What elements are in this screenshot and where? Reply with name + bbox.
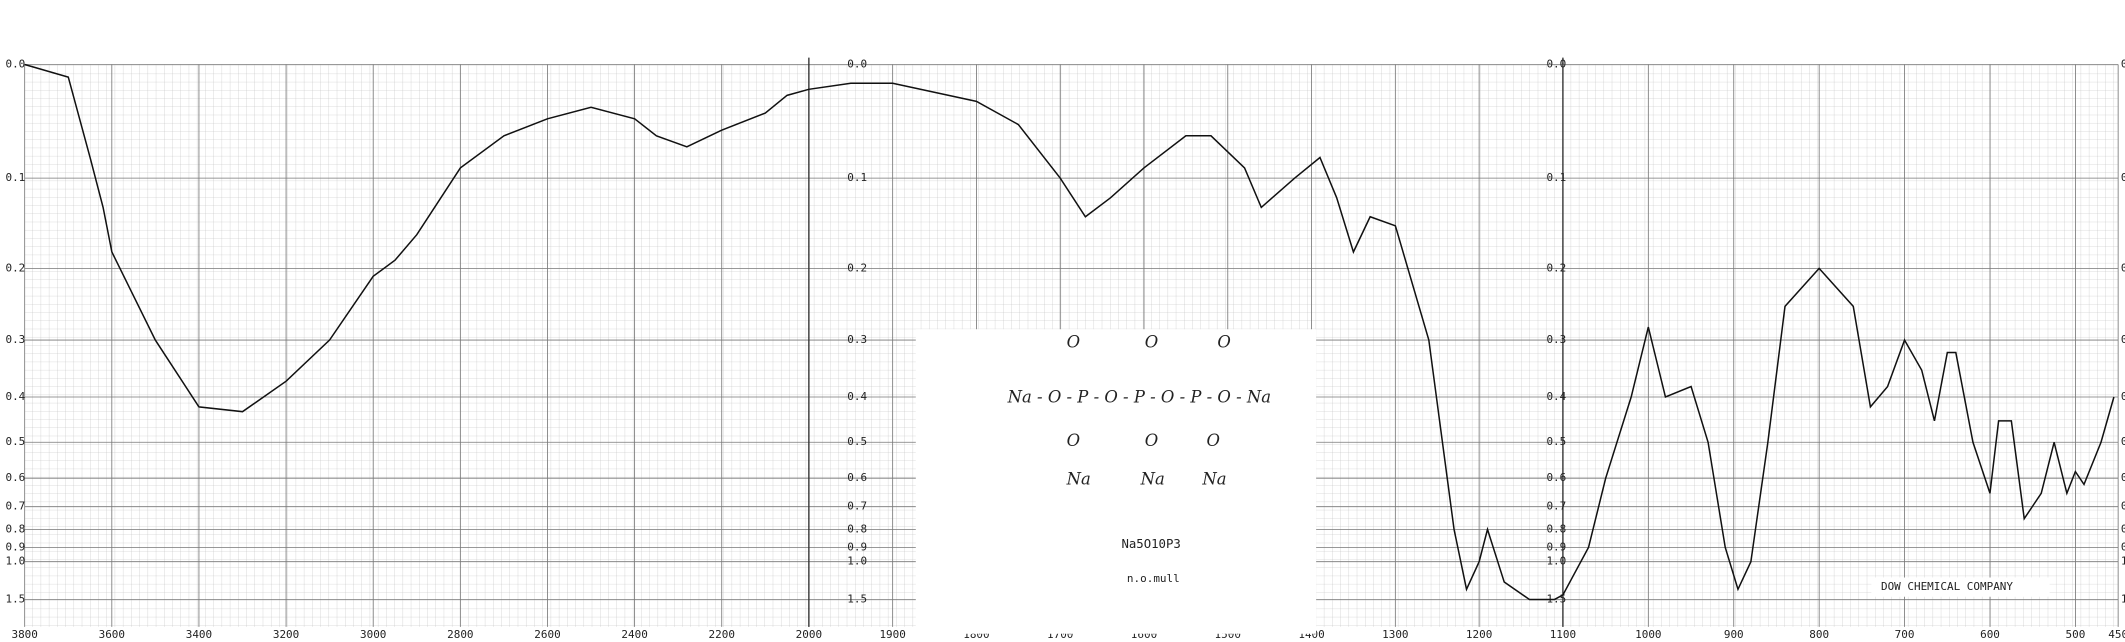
structure-top: O <box>1217 332 1231 351</box>
y-tick-label: 0.9 <box>5 540 25 553</box>
y-tick-label: 0.9 <box>2121 540 2125 553</box>
y-tick-label: 0.7 <box>5 500 25 513</box>
y-tick-label: 0.8 <box>5 522 25 535</box>
y-tick-label: 1.5 <box>5 592 25 605</box>
y-tick-label: 1.0 <box>1546 555 1566 568</box>
y-tick-label: 0.0 <box>5 57 25 70</box>
x-tick-label: 800 <box>1809 628 1829 641</box>
structure-sodium: Na <box>1066 470 1091 489</box>
y-tick-label: 1.0 <box>5 555 25 568</box>
y-tick-label: 0.4 <box>2121 390 2125 403</box>
y-tick-label: 1.0 <box>847 555 867 568</box>
y-tick-label: 0.3 <box>1546 333 1566 346</box>
x-tick-label: 3800 <box>11 628 37 641</box>
x-tick-label: 2000 <box>796 628 822 641</box>
y-tick-label: 0.2 <box>2121 261 2125 274</box>
y-tick-label: 0.1 <box>1546 171 1566 184</box>
y-tick-label: 0.6 <box>1546 471 1566 484</box>
y-tick-label: 0.1 <box>5 171 25 184</box>
source: DOW CHEMICAL COMPANY <box>1881 580 2013 593</box>
y-tick-label: 0.5 <box>847 435 867 448</box>
structure: O O O Na - O - P - O - P - O - P - O - N… <box>1007 332 1271 584</box>
structure-sodium: Na <box>1140 470 1165 489</box>
y-tick-label: 0.4 <box>5 390 25 403</box>
x-tick-label: 2200 <box>709 628 735 641</box>
y-tick-label: 0.3 <box>5 333 25 346</box>
y-tick-label: 0.7 <box>847 500 867 513</box>
x-tick-label: 1200 <box>1466 628 1492 641</box>
structure-bottom: O <box>1145 431 1159 450</box>
structure-bottom: O <box>1206 431 1220 450</box>
x-tick-label: 3400 <box>186 628 212 641</box>
x-tick-label: 600 <box>1980 628 2000 641</box>
y-tick-label: 0.0 <box>847 57 867 70</box>
x-tick-label: 1300 <box>1382 628 1408 641</box>
y-tick-label: 0.8 <box>1546 522 1566 535</box>
y-tick-label: 0.3 <box>2121 333 2125 346</box>
y-tick-label: 0.9 <box>1546 540 1566 553</box>
structure-sodium: Na <box>1201 470 1226 489</box>
x-tick-label: 2600 <box>534 628 560 641</box>
x-tick-label: 1000 <box>1635 628 1661 641</box>
x-tick-label: 700 <box>1895 628 1915 641</box>
y-tick-label: 0.1 <box>2121 171 2125 184</box>
y-tick-label: 0.7 <box>2121 500 2125 513</box>
y-tick-label: 0.8 <box>2121 522 2125 535</box>
y-tick-label: 0.6 <box>847 471 867 484</box>
y-tick-label: 0.2 <box>1546 261 1566 274</box>
y-tick-label: 0.5 <box>2121 435 2125 448</box>
y-tick-label: 0.2 <box>847 261 867 274</box>
formula: Na5O10P3 <box>1121 537 1180 551</box>
spectrum-line <box>24 63 2115 601</box>
y-tick-label: 0.1 <box>847 171 867 184</box>
y-tick-label: 0.4 <box>1546 390 1566 403</box>
y-tick-label: 0.8 <box>847 522 867 535</box>
source-box <box>1871 577 2050 597</box>
structure-box <box>915 329 1317 634</box>
x-tick-label: 2400 <box>621 628 647 641</box>
y-tick-label: 0.0 <box>2121 57 2125 70</box>
x-tick-label: 1100 <box>1550 628 1576 641</box>
x-tick-label: 3000 <box>360 628 386 641</box>
sample: n.o.mull <box>1127 572 1180 585</box>
y-tick-label: 0.7 <box>1546 500 1566 513</box>
structure-bottom: O <box>1067 431 1081 450</box>
y-tick-label: 0.0 <box>1546 57 1566 70</box>
y-tick-label: 0.6 <box>2121 471 2125 484</box>
y-tick-label: 0.5 <box>5 435 25 448</box>
y-tick-label: 1.5 <box>2121 592 2125 605</box>
x-tick-label: 3600 <box>99 628 125 641</box>
x-tick-label: 3200 <box>273 628 299 641</box>
structure-top: O <box>1145 332 1159 351</box>
x-tick-label: 500 <box>2066 628 2086 641</box>
x-tick-label: 900 <box>1724 628 1744 641</box>
structure-chain: Na - O - P - O - P - O - P - O - Na <box>1007 387 1271 406</box>
y-tick-label: 1.5 <box>847 592 867 605</box>
x-tick-label: 1900 <box>879 628 905 641</box>
structure-top: O <box>1067 332 1081 351</box>
y-tick-label: 0.2 <box>5 261 25 274</box>
x-tick-label: 2800 <box>447 628 473 641</box>
y-tick-label: 0.9 <box>847 540 867 553</box>
y-tick-label: 1.0 <box>2121 555 2125 568</box>
x-tick-label: 450 <box>2108 628 2125 641</box>
y-tick-label: 0.6 <box>5 471 25 484</box>
y-tick-label: 0.3 <box>847 333 867 346</box>
y-tick-label: 0.5 <box>1546 435 1566 448</box>
y-tick-label: 0.4 <box>847 390 867 403</box>
